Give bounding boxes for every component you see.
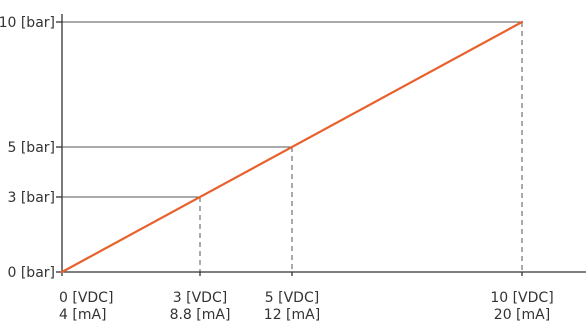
x-tick-label-2-line2: 12 [mA] [264,307,320,323]
x-tick-label-1-line1: 3 [VDC] [173,290,227,306]
x-tick-label-3-line1: 10 [VDC] [490,290,553,306]
series-line-0 [60,20,524,274]
y-tick-label-2: 5 [bar] [7,140,55,156]
y-tick-labels: 0 [bar] 3 [bar] 5 [bar] 10 [bar] [0,15,55,281]
guide-lines [62,21,523,272]
x-tick-label-0-line1: 0 [VDC] [59,290,113,306]
x-tick-label-0-line2: 4 [mA] [59,307,107,323]
y-tick-label-3: 10 [bar] [0,15,55,31]
series-group [60,20,524,274]
axes [56,14,586,276]
x-tick-label-3-line2: 20 [mA] [494,307,550,323]
x-tick-label-1-line2: 8.8 [mA] [170,307,231,323]
x-tick-labels: 0 [VDC]4 [mA] 3 [VDC]8.8 [mA] 5 [VDC]12 [m… [59,290,554,323]
y-tick-label-1: 3 [bar] [7,190,55,206]
y-tick-label-0: 0 [bar] [7,265,55,281]
x-tick-label-2-line1: 5 [VDC] [265,290,319,306]
